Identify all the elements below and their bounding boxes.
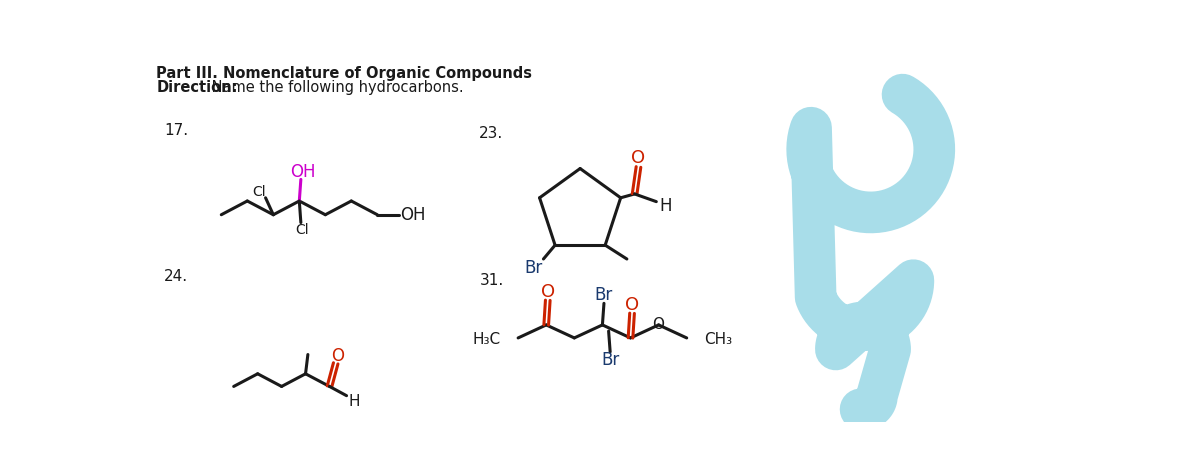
Text: Direction:: Direction: <box>156 80 238 95</box>
Text: O: O <box>331 346 343 365</box>
Text: H: H <box>659 197 672 215</box>
Text: OH: OH <box>401 206 426 224</box>
Text: Br: Br <box>595 286 613 304</box>
Text: OH: OH <box>289 163 316 181</box>
Text: Cl: Cl <box>252 185 266 199</box>
Text: H₃C: H₃C <box>473 332 502 347</box>
Text: H: H <box>348 394 360 410</box>
Text: 23.: 23. <box>479 127 504 141</box>
Text: 17.: 17. <box>164 123 188 137</box>
Text: O: O <box>541 283 554 301</box>
Text: CH₃: CH₃ <box>703 332 732 347</box>
Text: O: O <box>631 149 646 167</box>
Text: 24.: 24. <box>164 269 188 284</box>
Text: O: O <box>625 296 640 314</box>
Text: 31.: 31. <box>479 273 504 288</box>
Text: Br: Br <box>524 259 542 277</box>
Text: Name the following hydrocarbons.: Name the following hydrocarbons. <box>206 80 463 95</box>
Text: Cl: Cl <box>295 223 310 237</box>
Text: Br: Br <box>601 351 619 369</box>
Text: O: O <box>653 318 665 332</box>
Text: Part III. Nomenclature of Organic Compounds: Part III. Nomenclature of Organic Compou… <box>156 66 533 81</box>
